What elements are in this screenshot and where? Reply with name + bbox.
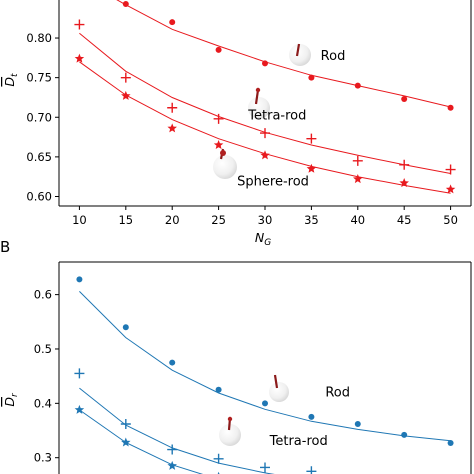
data-point-rod [215,386,222,393]
data-point-tetra-rod [260,462,270,473]
x-tick-label: 50 [443,213,458,227]
fit-line-rod [79,291,451,442]
data-point-tetra-rod [167,102,178,113]
panel-a: 10 15 20 25 30 35 40 45 50 0.60 0.65 0.70 0.75 0.80 [2,0,472,248]
panel-a-y-ticks: 0.60 0.65 0.70 0.75 0.80 [26,31,59,203]
data-point-tetra-rod [74,368,85,379]
data-point-sphere-rod [167,460,177,470]
data-point-tetra-rod [399,159,410,170]
x-tick-label: 45 [397,213,412,227]
rod-model-icon-b [269,374,289,402]
data-point-sphere-rod [74,404,85,414]
data-point-tetra-rod [260,128,270,139]
annotation-rod: Rod [321,49,346,64]
data-point-rod [122,0,129,7]
data-point-rod [308,413,315,420]
fit-line-tetra-rod [79,387,275,474]
x-tick-label: 25 [211,213,226,227]
fit-line-sphere-rod [79,409,204,474]
data-point-rod [308,74,315,81]
x-tick-label: 35 [304,213,319,227]
panel-b-annotations: Rod Tetra-rod [269,385,350,449]
data-point-sphere-rod [353,174,363,184]
x-tick-label: 40 [350,213,365,227]
data-point-tetra-rod [120,418,131,429]
data-point-sphere-rod [74,53,85,63]
y-tick-label: 0.75 [26,71,52,85]
rod-model-icon [289,43,311,66]
panel-b-points [74,276,454,474]
panel-a-y-axis-label: Dt [2,73,20,87]
data-point-rod [354,420,361,427]
panel-b-frame [58,261,472,474]
fit-line-rod [116,0,451,108]
data-point-rod [169,19,176,26]
data-point-tetra-rod [306,466,317,474]
data-point-rod [262,400,268,407]
y-tick-label: 0.65 [26,150,52,164]
x-tick-label: 10 [72,213,87,227]
data-point-rod [262,60,268,67]
y-tick-label: 0.5 [34,342,52,356]
y-tick-label: 0.60 [26,189,52,203]
data-point-sphere-rod [121,90,131,100]
data-point-sphere-rod [260,150,270,160]
panel-b-label: B [0,238,10,256]
data-point-rod [447,104,454,111]
tetra-rod-model-icon [248,87,270,119]
y-tick-label: 0.70 [26,110,52,124]
panel-b-y-ticks: 0.3 0.4 0.5 0.6 [34,288,59,465]
panel-a-x-axis-label: NG [255,230,271,248]
x-tick-label: 30 [258,213,273,227]
data-point-sphere-rod [213,139,224,150]
data-point-sphere-rod [217,471,220,474]
data-point-sphere-rod [445,184,456,194]
panel-a-fit-lines [79,0,451,194]
data-point-rod [215,46,222,53]
data-point-rod [122,324,129,331]
data-point-rod [169,359,176,366]
sphere-rod-model-icon [213,148,237,179]
data-point-sphere-rod [167,123,177,133]
x-tick-label: 20 [165,213,180,227]
data-point-rod [401,96,408,103]
data-point-tetra-rod [213,113,224,124]
panel-b-y-axis-label: Dr [2,392,20,407]
annotation-sphere-rod: Sphere-rod [237,174,309,189]
data-point-tetra-rod [74,19,85,30]
y-tick-label: 0.6 [34,288,52,302]
tetra-rod-model-icon-b [219,416,241,446]
y-tick-label: 0.80 [26,31,52,45]
y-tick-label: 0.3 [34,451,52,465]
data-point-sphere-rod [399,178,409,188]
panel-b-fit-lines [79,291,451,474]
annotation-tetra-rod: Tetra-rod [247,109,306,124]
data-point-rod [447,440,454,447]
panel-b-insets [219,374,289,446]
data-point-tetra-rod [120,72,131,83]
data-point-tetra-rod [167,444,178,455]
panel-a-annotations: Rod Tetra-rod Sphere-rod [237,49,345,189]
data-point-tetra-rod [352,155,363,166]
data-point-tetra-rod [213,453,224,464]
annotation-rod: Rod [325,385,350,400]
data-point-sphere-rod [121,437,131,447]
y-tick-label: 0.4 [34,396,52,410]
panel-b: B 0.3 0.4 0.5 0.6 Rod Tetra-rod [0,238,472,474]
panel-a-x-ticks: 10 15 20 25 30 35 40 45 50 [72,206,458,227]
x-tick-label: 15 [118,213,133,227]
data-point-rod [354,82,361,89]
data-point-tetra-rod [445,164,456,175]
data-point-rod [401,431,408,438]
data-point-tetra-rod [306,133,317,144]
annotation-tetra-rod: Tetra-rod [269,434,328,449]
panel-a-insets [213,43,311,179]
data-point-sphere-rod [306,163,317,173]
data-point-rod [76,276,83,283]
panel-a-points [74,0,456,194]
